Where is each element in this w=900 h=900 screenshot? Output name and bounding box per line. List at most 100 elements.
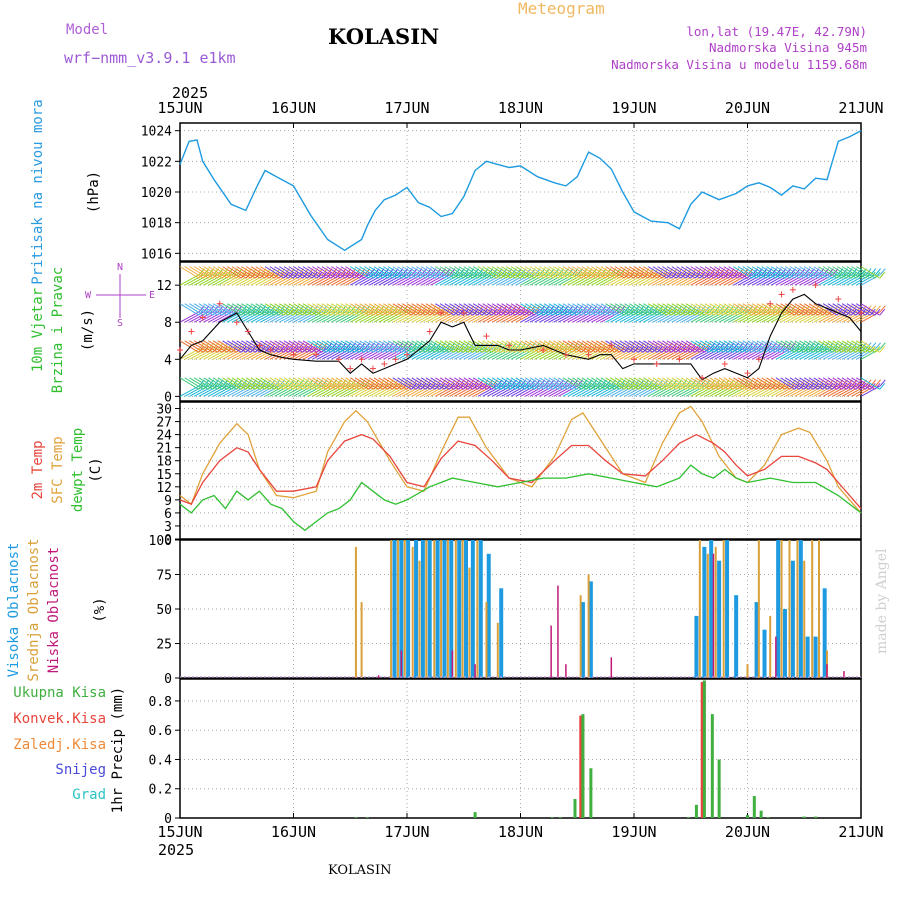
wind-barb-flag (548, 271, 555, 279)
wind-barb (548, 303, 568, 316)
wind-barb (354, 377, 374, 390)
wind-barb (860, 377, 881, 390)
wind-barb (283, 377, 304, 390)
dewpt-ylabel: dewpt Temp (70, 428, 86, 512)
cloud-bar (780, 540, 783, 678)
wind-barb-flag (415, 308, 422, 316)
wind-barb (406, 340, 427, 353)
wind-barb-flag (472, 345, 479, 353)
wind-barb (212, 266, 233, 279)
wind-barb-flag (444, 308, 451, 316)
wind-barb-flag (198, 345, 205, 353)
wind-barb-flag (775, 345, 782, 353)
wind-barb (236, 303, 256, 316)
wind-barb (827, 377, 847, 390)
wind-barb (487, 340, 507, 353)
wind-barb (709, 266, 729, 279)
wind-barb-flag (401, 308, 408, 316)
x-tick-label-top: 21JUN (838, 99, 883, 117)
wind-barb (227, 266, 247, 279)
wind-barb-flag (439, 345, 446, 353)
wind-barb (236, 377, 256, 390)
watermark: made by Angel (874, 548, 890, 654)
wind-barb-flag (742, 383, 748, 390)
wind-barb-flag (794, 308, 801, 316)
wind-barb (227, 340, 247, 353)
wind-barb-flag (562, 345, 569, 353)
wind-barb (321, 340, 341, 353)
wind-barb-flag (855, 345, 862, 353)
wind-barb (761, 377, 781, 390)
wind-barb (572, 303, 592, 316)
wind-barb (846, 377, 866, 390)
wind-barb-flag (841, 345, 848, 353)
x-tick-label-bottom: 18JUN (498, 823, 543, 841)
wind-barb-flag (789, 308, 796, 316)
wind-barb-flag (576, 308, 583, 316)
wind-barb (742, 377, 762, 390)
wind-barb-flag (373, 345, 380, 353)
wind-barb (335, 266, 356, 279)
wind-barb (695, 340, 715, 353)
wind-barb (321, 266, 341, 279)
wind-barb (699, 340, 720, 353)
wind-barb (482, 340, 502, 353)
wind-barb (704, 377, 724, 390)
wind-barb-flag (567, 271, 574, 279)
y-tick-label: 24 (156, 429, 172, 444)
cloud-bar (788, 540, 791, 678)
wind-barb-flag (770, 308, 777, 316)
wind-barb-flag (396, 271, 403, 279)
wind-barb (539, 303, 559, 316)
wind-barb (562, 266, 583, 279)
wind-barb-flag (198, 308, 205, 316)
wind-barb (553, 377, 573, 390)
wind-barb-flag (586, 345, 592, 353)
y-tick-label: 9 (164, 494, 172, 509)
wind-barb-flag (855, 308, 862, 316)
wind-barb-flag (212, 345, 219, 353)
wind-barb-flag (203, 271, 209, 279)
wind-barb-flag (732, 308, 739, 316)
wind-barb-flag (529, 383, 536, 390)
wind-barb (543, 340, 564, 353)
wind-barb-flag (515, 383, 521, 390)
wind-barb (704, 266, 724, 279)
wind-barb-flag (491, 383, 498, 390)
wind-barb-flag (728, 271, 734, 279)
model-name: wrf−nmm_v3.9.1 e1km (64, 49, 236, 67)
wind-barb-flag (411, 383, 417, 390)
wind-barb-flag (467, 345, 474, 353)
wind-barb-flag (415, 271, 422, 279)
wind-barb-flag (638, 271, 644, 279)
wind-barb-flag (699, 383, 706, 390)
wind-barb (411, 377, 431, 390)
wind-barb-flag (676, 345, 682, 353)
wind-barb (283, 340, 304, 353)
wind-barb (709, 340, 729, 353)
compass-s: S (117, 318, 123, 329)
wind-barb (699, 377, 720, 390)
wind-barb-flag (638, 345, 644, 353)
wind-barb (279, 303, 299, 316)
wind-barb (477, 340, 497, 353)
wind-barb-flag (288, 308, 294, 316)
x-tick-label-top: 15JUN (157, 99, 202, 117)
wind-barb (406, 303, 427, 316)
wind-barb-flag (600, 383, 607, 390)
wind-barb (567, 340, 587, 353)
wind-barb (638, 377, 658, 390)
cloud-bar (440, 540, 443, 678)
wind-barb (359, 266, 379, 279)
wind-barb-flag (278, 383, 285, 390)
wind-barb (307, 266, 327, 279)
wind-barb (520, 377, 540, 390)
wind-barb-flag (245, 383, 252, 390)
cloud-bar (354, 546, 357, 678)
wind-barb-flag (406, 308, 413, 316)
wind-barb-flag (434, 271, 441, 279)
wind-barb (756, 377, 776, 390)
cloud-bar (775, 636, 777, 678)
wind-barb-flag (269, 308, 276, 316)
